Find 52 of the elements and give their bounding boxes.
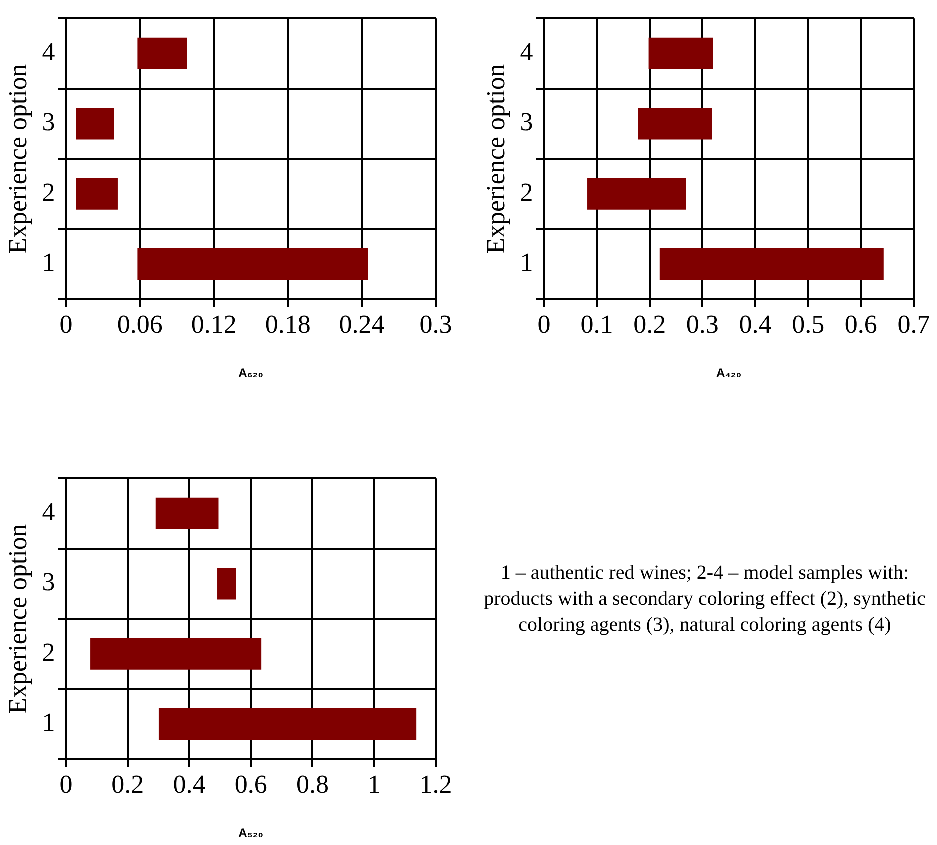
x-tick-label: 0.2 [634,310,666,339]
bar [156,498,219,530]
x-tick-label: 0.6 [234,770,268,799]
bar [138,38,187,70]
x-tick-label: 0 [60,770,73,799]
bar [76,178,118,210]
bar [588,178,686,210]
text: 1 – authentic red wines; 2-4 – model samples with: products with a secondary coloring effect (2), synthetic coloring agents (3), natural coloring agents (4) [483,561,927,638]
x-tick-label: 0.3 [686,310,719,339]
x-axis-title: A₅₂₀ [238,826,264,840]
bar [218,568,236,600]
y-tick-label: 1 [42,708,56,738]
bar [648,38,714,70]
x-tick-label: 0.7 [898,310,930,339]
x-tick-label: 0 [538,310,551,339]
x-tick-label: 0.5 [792,310,825,339]
y-tick-label: 3 [42,108,56,137]
y-tick-label: 1 [42,248,56,278]
y-tick-label: 2 [520,178,534,207]
y-tick-label: 4 [42,498,56,527]
y-axis-title: Experience option [3,524,32,714]
x-tick-label: 0.24 [339,310,385,339]
y-tick-label: 2 [42,178,56,207]
bar [660,248,884,280]
y-tick-label: 3 [42,568,56,597]
x-tick-label: 0.1 [580,310,614,339]
x-tick-label: 0.8 [296,770,329,799]
x-tick-label: 0.06 [117,310,163,339]
x-tick-label: 0 [60,310,73,339]
x-tick-label: 0.4 [173,770,206,799]
bar [638,108,712,140]
bar [90,638,262,670]
bar [76,108,114,140]
y-tick-label: 3 [520,108,534,137]
x-tick-label: 0.3 [420,310,452,339]
x-axis-title: A₆₂₀ [238,366,264,380]
y-axis-title: Experience option [3,64,32,254]
x-tick-label: 0.12 [191,310,237,339]
x-tick-label: 1 [368,770,381,799]
x-tick-label: 0.4 [739,310,772,339]
bar [138,248,368,280]
x-tick-label: 1.2 [420,770,452,799]
bar [158,708,417,740]
y-tick-label: 1 [520,248,534,278]
x-tick-label: 0.18 [265,310,311,339]
y-tick-label: 2 [42,638,56,667]
x-tick-label: 0.6 [844,310,878,339]
y-axis-title: Experience option [481,64,510,254]
y-tick-label: 4 [42,38,56,67]
x-axis-title: A₄₂₀ [716,366,742,380]
x-tick-label: 0.2 [112,770,144,799]
y-tick-label: 4 [520,38,534,67]
